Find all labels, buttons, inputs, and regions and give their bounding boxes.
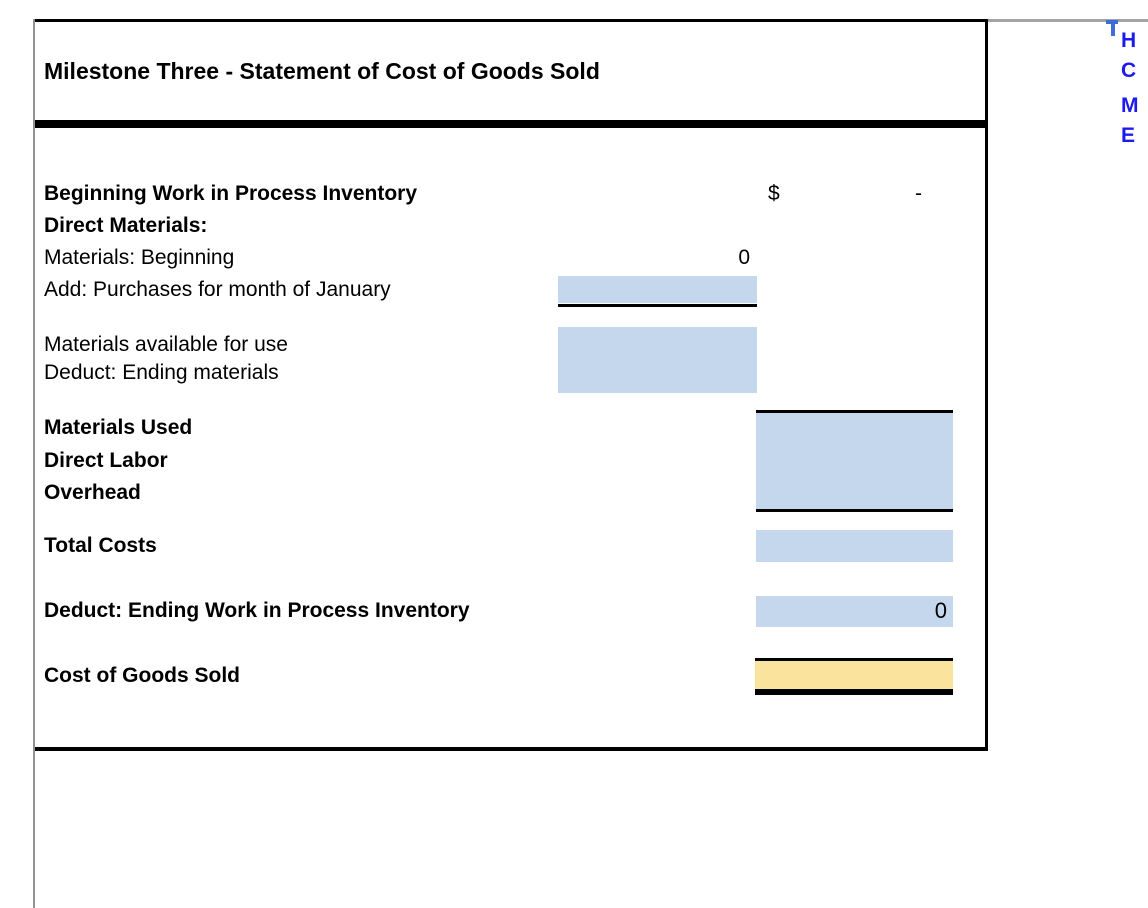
statement-title: Milestone Three - Statement of Cost of G…	[44, 58, 600, 84]
input-cell-materials-used-labor-overhead[interactable]	[756, 410, 953, 512]
row-label-materials-available: Materials available for use	[44, 333, 288, 356]
ending-wip-value: 0	[934, 598, 947, 623]
side-text-letter-c: C	[1121, 59, 1137, 82]
column-gridline-left	[33, 19, 35, 908]
beginning-wip-currency-symbol[interactable]: $	[768, 182, 780, 205]
row-label-direct-labor: Direct Labor	[44, 449, 168, 472]
materials-beginning-value[interactable]: 0	[738, 246, 750, 269]
side-text-letter-e: E	[1121, 124, 1136, 147]
row-label-overhead: Overhead	[44, 481, 141, 504]
row-label-beginning-wip: Beginning Work in Process Inventory	[44, 182, 418, 205]
row-label-materials-beginning: Materials: Beginning	[44, 246, 235, 269]
input-cell-purchases[interactable]	[558, 276, 757, 303]
row-label-cost-of-goods-sold: Cost of Goods Sold	[44, 664, 240, 687]
input-cell-ending-wip[interactable]: 0	[756, 596, 953, 627]
input-cell-materials-available[interactable]	[558, 327, 757, 393]
row-label-materials-used: Materials Used	[44, 416, 193, 439]
beginning-wip-value[interactable]: -	[915, 182, 922, 205]
row-label-direct-materials: Direct Materials:	[44, 214, 208, 237]
row-label-deduct-ending-wip: Deduct: Ending Work in Process Inventory	[44, 599, 470, 622]
title-divider-rule	[35, 120, 988, 128]
purchases-cell-underline	[558, 304, 757, 307]
text-cursor-stem	[1111, 20, 1115, 36]
result-cell-cost-of-goods-sold[interactable]	[755, 658, 953, 695]
row-label-total-costs: Total Costs	[44, 534, 157, 557]
row-gridline-top-right	[988, 19, 1148, 22]
row-label-add-purchases: Add: Purchases for month of January	[44, 278, 391, 301]
statement-border-box	[35, 19, 988, 751]
side-text-letter-m: M	[1121, 94, 1139, 117]
side-text-letter-h: H	[1121, 29, 1137, 52]
input-cell-total-costs[interactable]	[756, 530, 953, 562]
row-label-deduct-ending-materials: Deduct: Ending materials	[44, 361, 279, 384]
